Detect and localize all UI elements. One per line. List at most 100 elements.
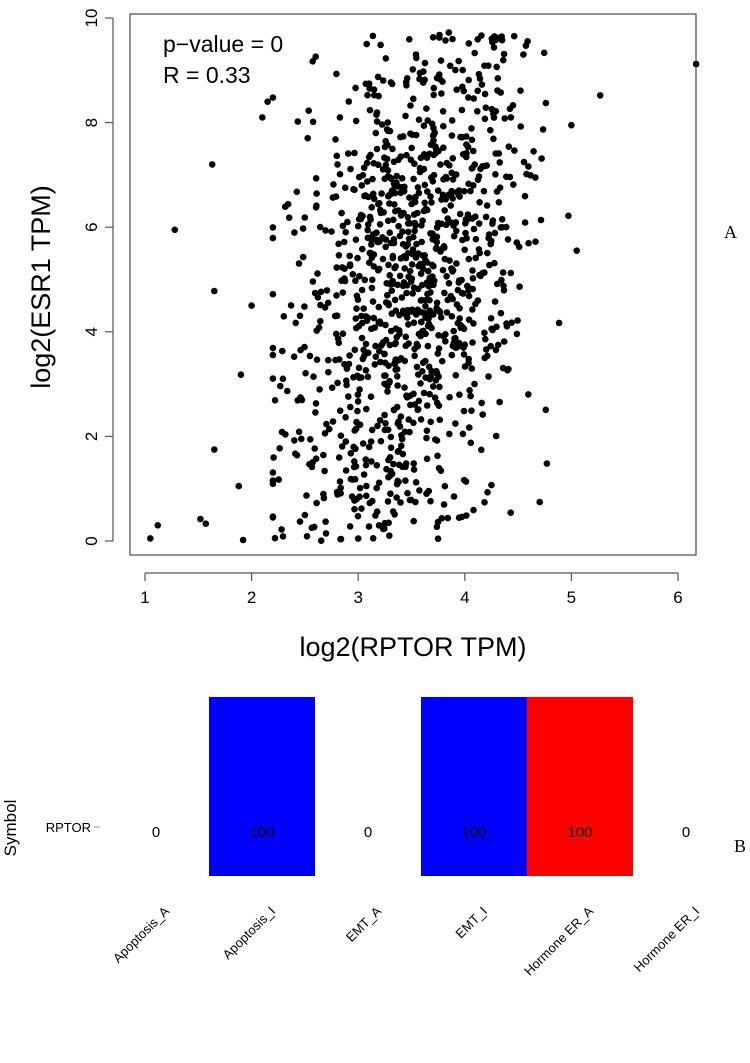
scatter-point: [448, 132, 456, 139]
scatter-point: [470, 225, 478, 233]
scatter-point: [456, 210, 464, 218]
scatter-point: [381, 350, 388, 358]
scatter-point: [395, 156, 402, 164]
scatter-point: [312, 400, 320, 407]
scatter-point: [460, 87, 468, 95]
scatter-point: [448, 117, 456, 124]
scatter-point: [450, 493, 458, 500]
heatmap-column-label: Hormone ER_I: [631, 904, 702, 975]
scatter-point: [453, 86, 461, 93]
scatter-point: [378, 341, 386, 348]
scatter-point: [460, 351, 468, 358]
scatter-point: [239, 536, 247, 544]
scatter-point: [310, 373, 317, 381]
scatter-point: [360, 352, 368, 360]
scatter-point: [208, 161, 216, 168]
scatter-point: [500, 50, 508, 58]
scatter-point: [368, 284, 376, 292]
scatter-point: [408, 261, 416, 268]
scatter-point: [411, 352, 418, 360]
scatter-point: [568, 121, 575, 129]
scatter-point: [524, 38, 531, 45]
scatter-point: [362, 456, 370, 463]
scatter-point: [364, 373, 372, 381]
scatter-point: [369, 298, 377, 305]
heatmap-cell: [421, 697, 527, 876]
scatter-point: [530, 148, 537, 155]
scatter-point: [280, 313, 288, 320]
scatter-point: [438, 90, 445, 97]
scatter-point: [491, 229, 499, 237]
scatter-point: [434, 535, 442, 542]
scatter-point: [456, 315, 464, 322]
scatter-point: [449, 295, 457, 303]
scatter-point: [411, 198, 419, 206]
scatter-point: [405, 321, 412, 328]
scatter-point: [426, 307, 434, 315]
y-axis-label: log2(ESR1 TPM): [26, 185, 56, 389]
scatter-point: [297, 346, 304, 354]
scatter-point: [465, 316, 473, 324]
heatmap-cells: [103, 697, 739, 876]
scatter-point: [366, 499, 374, 507]
scatter-point: [402, 112, 409, 120]
scatter-point: [384, 217, 392, 225]
scatter-point: [373, 111, 380, 118]
scatter-point: [393, 172, 401, 180]
scatter-point: [323, 287, 331, 294]
scatter-point: [298, 435, 305, 443]
scatter-point: [504, 236, 512, 243]
scatter-point: [347, 403, 354, 411]
scatter-point: [354, 398, 362, 405]
scatter-point: [354, 296, 362, 304]
scatter-point: [384, 388, 391, 395]
scatter-point: [497, 309, 505, 317]
scatter-point: [517, 123, 524, 130]
scatter-point: [538, 155, 545, 162]
scatter-point: [441, 207, 449, 214]
scatter-point: [439, 108, 447, 115]
scatter-point: [428, 324, 435, 332]
scatter-point: [322, 227, 329, 234]
scatter-point: [429, 230, 436, 237]
scatter-point: [237, 371, 245, 379]
scatter-point: [344, 150, 352, 157]
scatter-point: [537, 216, 545, 224]
scatter-point: [431, 129, 439, 137]
scatter-point: [543, 460, 551, 467]
scatter-point: [542, 406, 550, 414]
scatter-point: [269, 94, 277, 101]
scatter-point: [423, 105, 430, 112]
scatter-point: [358, 319, 366, 327]
scatter-point: [484, 489, 491, 496]
scatter-point: [354, 391, 362, 399]
scatter-point: [412, 131, 420, 139]
scatter-point: [466, 387, 473, 394]
scatter-point: [325, 368, 332, 376]
scatter-point: [368, 426, 376, 434]
scatter-point: [351, 476, 359, 483]
scatter-point: [449, 176, 457, 183]
scatter-point: [346, 352, 353, 359]
scatter-point: [411, 227, 419, 235]
heatmap-cell: [315, 697, 421, 876]
scatter-point: [330, 181, 337, 188]
scatter-point: [403, 289, 410, 297]
scatter-point: [375, 200, 382, 208]
scatter-point: [406, 496, 414, 504]
scatter-point: [472, 235, 480, 243]
scatter-point: [468, 365, 476, 372]
scatter-point: [211, 446, 218, 453]
scatter-point: [321, 430, 329, 437]
panel-label-b: B: [734, 836, 746, 856]
scatter-point: [555, 319, 563, 327]
scatter-point: [363, 482, 370, 490]
scatter-point: [532, 238, 539, 245]
scatter-point: [404, 220, 412, 227]
heatmap-cell-label: 100: [461, 824, 486, 841]
scatter-point: [465, 40, 473, 47]
scatter-point: [389, 252, 397, 260]
scatter-point: [481, 499, 488, 506]
scatter-point: [388, 278, 396, 286]
scatter-point: [458, 106, 466, 114]
